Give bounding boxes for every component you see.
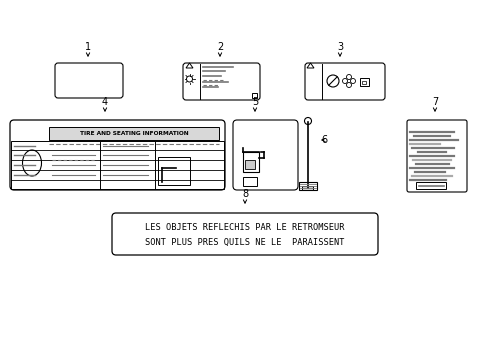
Bar <box>243 152 259 172</box>
Text: 3: 3 <box>336 42 343 52</box>
Text: 6: 6 <box>320 135 326 145</box>
Text: TIRE AND SEATING INFORMATION: TIRE AND SEATING INFORMATION <box>80 131 188 136</box>
Text: 8: 8 <box>242 189 247 199</box>
Bar <box>244 160 254 169</box>
Bar <box>415 182 445 189</box>
Text: SONT PLUS PRES QUILS NE LE  PARAISSENT: SONT PLUS PRES QUILS NE LE PARAISSENT <box>145 238 344 247</box>
Bar <box>158 157 190 185</box>
Text: 1: 1 <box>85 42 91 52</box>
Bar <box>359 78 368 86</box>
Bar <box>11 141 224 189</box>
Bar <box>361 81 365 84</box>
Text: 4: 4 <box>102 97 108 107</box>
Bar <box>251 93 257 98</box>
Bar <box>298 182 316 190</box>
Text: 5: 5 <box>251 97 258 107</box>
Text: 2: 2 <box>217 42 223 52</box>
Bar <box>302 186 312 190</box>
Bar <box>49 127 219 140</box>
Text: LES OBJETS REFLECHIS PAR LE RETROMSEUR: LES OBJETS REFLECHIS PAR LE RETROMSEUR <box>145 224 344 233</box>
Bar <box>243 177 257 186</box>
Text: 7: 7 <box>431 97 437 107</box>
